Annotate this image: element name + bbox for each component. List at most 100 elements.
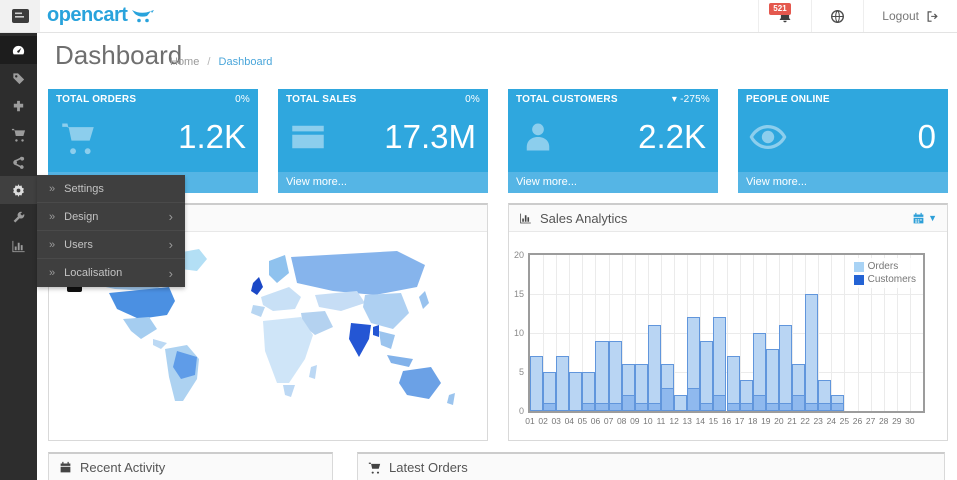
puzzle-plug-icon (13, 100, 24, 111)
x-axis-tick-label: 01 (525, 416, 535, 426)
y-axis-tick-label: 5 (518, 367, 524, 377)
customers-bar-day-11 (660, 387, 675, 411)
breadcrumb-current[interactable]: Dashboard (218, 56, 273, 68)
speedometer-icon (12, 45, 25, 54)
sales-analytics-chart[interactable]: 0 5 10 15 20 01 02 03 04 05 06 07 08 09 10 11 12 13 14 15 16… (514, 250, 925, 426)
customers-bar-day-14 (700, 403, 714, 411)
x-axis-tick-label: 09 (630, 416, 640, 426)
double-chevron-icon: » (49, 182, 56, 195)
breadcrumb: Home / Dashboard (170, 56, 272, 68)
sidebar-item-dashboard[interactable] (0, 36, 37, 64)
customers-bar-day-13 (687, 387, 701, 411)
tile-title: PEOPLE ONLINE (746, 94, 830, 105)
x-axis-tick-label: 05 (577, 416, 588, 426)
x-axis-tick-label: 04 (564, 416, 575, 426)
chevron-right-icon: › (168, 209, 173, 224)
opencart-logo[interactable]: opencart (47, 4, 155, 27)
double-chevron-icon: » (49, 238, 56, 251)
tile-value: 17.3M (384, 118, 476, 155)
flyout-item-design[interactable]: » Design › (37, 203, 185, 231)
orders-bar-day-22 (805, 294, 819, 411)
sales-analytics-panel: Sales Analytics ▼ 0 5 10 15 20 01 02 03 04 05 06 07… (508, 203, 948, 441)
x-axis-tick-label: 07 (603, 416, 614, 426)
x-axis-tick-label: 17 (734, 416, 745, 426)
tile-total-sales: TOTAL SALES 0% 17.3M View more... (278, 89, 488, 193)
tile-percent: ▾ -275% (671, 94, 710, 105)
x-axis-tick-label: 21 (787, 416, 797, 426)
sidebar-item-sales[interactable] (0, 120, 37, 148)
x-axis-tick-label: 11 (656, 416, 666, 426)
notifications-button[interactable]: 521 (758, 0, 811, 32)
sales-analytics-header: Sales Analytics ▼ (509, 205, 947, 232)
double-chevron-icon: » (49, 267, 56, 279)
bar-chart-icon (12, 240, 25, 252)
flyout-item-localisation[interactable]: » Localisation › (49, 265, 173, 281)
double-chevron-icon: » (49, 210, 56, 223)
customers-bar-day-16 (726, 403, 740, 411)
tile-title: TOTAL ORDERS (56, 94, 137, 105)
sidebar-item-catalog[interactable] (0, 64, 37, 92)
customers-bar-day-18 (752, 395, 766, 411)
cart-icon (11, 128, 26, 142)
x-axis-tick-label: 18 (747, 416, 758, 426)
orders-bar-day-04 (569, 372, 583, 411)
tile-percent: 0% (465, 94, 480, 105)
chevron-right-icon: › (168, 237, 173, 252)
customers-bar-day-15 (713, 395, 727, 411)
y-axis-tick-label: 15 (513, 289, 524, 299)
tile-total-customers: TOTAL CUSTOMERS ▾ -275% 2.2K View more..… (508, 89, 718, 193)
customers-bar-day-21 (791, 395, 806, 411)
sidebar-item-system[interactable] (0, 176, 37, 204)
legend-entry: Orders (853, 260, 916, 273)
y-axis-tick-label: 0 (518, 406, 524, 416)
sidebar-toggle-button[interactable] (0, 0, 40, 32)
sidebar-item-marketing[interactable] (0, 148, 37, 176)
panel-title: Sales Analytics (540, 210, 628, 226)
orders-bar-day-20 (778, 325, 792, 411)
view-more-link[interactable]: View more... (508, 172, 718, 193)
x-axis-tick-label: 16 (721, 416, 732, 426)
user-icon (526, 123, 550, 151)
customers-bar-day-07 (608, 403, 622, 411)
x-axis-tick-label: 23 (813, 416, 823, 426)
logout-icon (927, 10, 938, 22)
top-header: opencart 521 Logout (0, 0, 957, 33)
flyout-item-settings[interactable]: » Settings (37, 175, 185, 203)
flyout-item-users[interactable]: » Users › (37, 231, 185, 259)
x-axis-tick-label: 15 (708, 416, 719, 426)
sidebar-item-tools[interactable] (0, 204, 37, 232)
tile-value: 2.2K (638, 118, 706, 155)
view-more-link[interactable]: View more... (278, 172, 488, 193)
date-range-button[interactable]: ▼ (912, 212, 937, 225)
latest-orders-panel: Latest Orders (357, 452, 945, 480)
x-axis-tick-label: 28 (878, 416, 889, 426)
cart-icon (368, 462, 381, 474)
logout-button[interactable]: Logout (863, 0, 957, 32)
sidebar-item-reports[interactable] (0, 232, 37, 260)
sidebar-item-extensions[interactable] (0, 92, 37, 120)
eye-icon (749, 125, 787, 149)
breadcrumb-home[interactable]: Home (170, 56, 200, 68)
customers-bar-day-17 (739, 403, 753, 411)
orders-bar-day-07 (608, 340, 622, 411)
orders-bar-day-10 (647, 325, 661, 411)
gridline (530, 294, 923, 295)
share-icon (13, 156, 25, 169)
recent-activity-panel: Recent Activity (48, 452, 333, 480)
recent-activity-header: Recent Activity (49, 454, 332, 480)
chart-legend: Orders Customers (849, 258, 920, 288)
caret-down-icon: ▼ (928, 213, 937, 223)
calendar-icon (60, 461, 71, 472)
stores-button[interactable] (811, 0, 863, 32)
x-axis-tick-label: 19 (761, 416, 771, 426)
legend-label: Orders (867, 261, 899, 272)
x-axis-tick-label: 20 (774, 416, 784, 426)
view-more-link[interactable]: View more... (738, 172, 948, 193)
shopping-cart-icon (62, 123, 94, 155)
x-axis-tick-label: 27 (865, 416, 876, 426)
tile-people-online: PEOPLE ONLINE 0 View more... (738, 89, 948, 193)
logout-label: Logout (882, 9, 919, 23)
notification-count-badge: 521 (769, 3, 791, 15)
logo-cart-icon (132, 9, 155, 22)
